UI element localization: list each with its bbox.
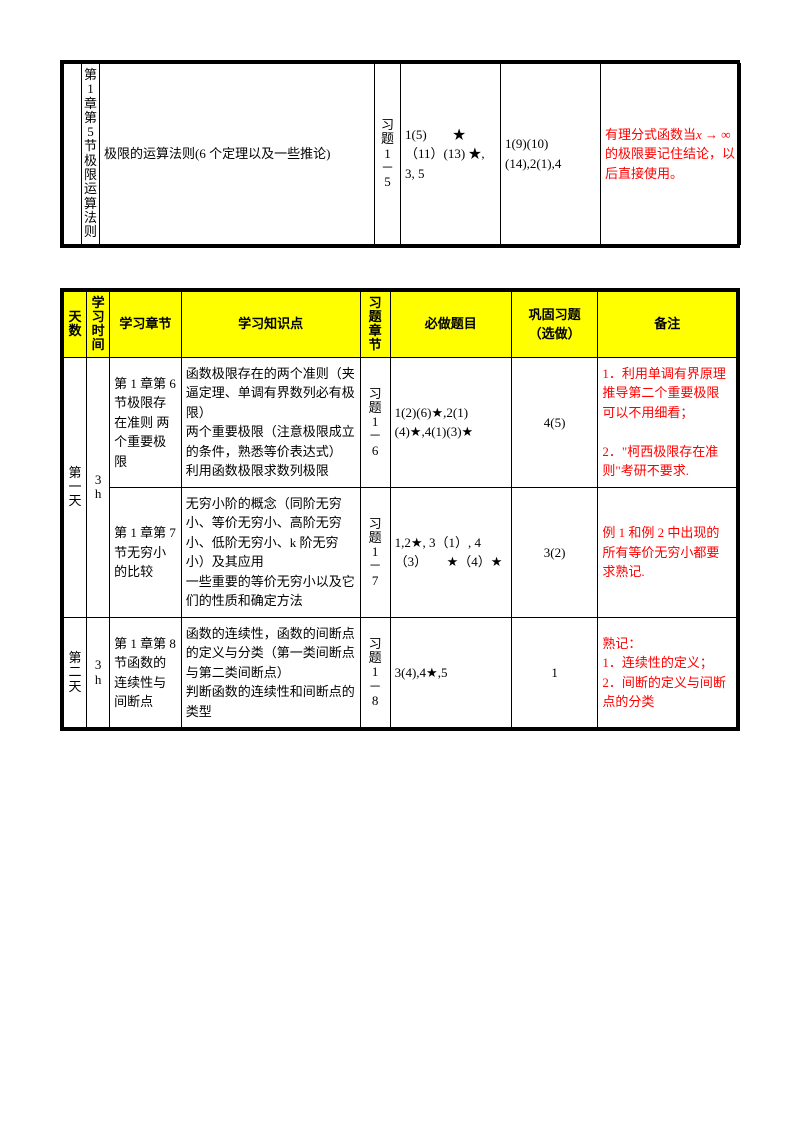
cell-time-2: 3h: [87, 617, 110, 728]
cell-knowledge: 函数极限存在的两个准则（夹逼定理、单调有界数列必有极限） 两个重要极限（注意极限…: [181, 357, 360, 487]
th-time: 学习时间: [87, 291, 110, 357]
th-opt: 巩固习题（选做）: [511, 291, 598, 357]
cell-ex-chap: 习 题 1 － 7: [360, 487, 390, 617]
cell-time-1: 3h: [87, 357, 110, 617]
table-row: 第 1 章第 7 节无穷小的比较 无穷小阶的概念（同阶无穷小、等价无穷小、高阶无…: [64, 487, 737, 617]
cell-must: 1(2)(6)★,2(1)(4)★,4(1)(3)★: [390, 357, 511, 487]
table-2-wrapper: 天数 学习时间 学习章节 学习知识点 习题章节 必做题目 巩固习题（选做） 备注…: [60, 288, 740, 732]
cell-day-2: 第 二 天: [64, 617, 87, 728]
cell-day-1: 第 一 天: [64, 357, 87, 617]
col-knowledge: 极限的运算法则(6 个定理以及一些推论): [100, 64, 375, 245]
th-chapter: 学习章节: [110, 291, 182, 357]
col-exercise-chapter: 习 题 1 － 5: [375, 64, 401, 245]
table-row: 第 二 天 3h 第 1 章第 8 节函数的连续性与间断点 函数的连续性，函数的…: [64, 617, 737, 728]
table-1: 第 1 章 第 5 节 极 限 运 算 法 则 极限的运算法则(6 个定理以及一…: [63, 63, 741, 245]
cell-knowledge: 无穷小阶的概念（同阶无穷小、等价无穷小、高阶无穷小、低阶无穷小、k 阶无穷小）及…: [181, 487, 360, 617]
header-row: 天数 学习时间 学习章节 学习知识点 习题章节 必做题目 巩固习题（选做） 备注: [64, 291, 737, 357]
col-note: 有理分式函数当x → ∞的极限要记住结论，以后直接使用。: [601, 64, 741, 245]
cell-must: 1,2★, 3（1）, 4（3） ★（4）★: [390, 487, 511, 617]
table-2: 天数 学习时间 学习章节 学习知识点 习题章节 必做题目 巩固习题（选做） 备注…: [63, 291, 737, 729]
cell-chapter: 第 1 章第 8 节函数的连续性与间断点: [110, 617, 182, 728]
cell-opt: 1: [511, 617, 598, 728]
th-days: 天数: [64, 291, 87, 357]
cell-note: 熟记： 1．连续性的定义； 2．间断的定义与间断点的分类: [598, 617, 737, 728]
cell-opt: 3(2): [511, 487, 598, 617]
th-ex-chap: 习题章节: [360, 291, 390, 357]
cell-knowledge: 函数的连续性，函数的间断点的定义与分类（第一类间断点与第二类间断点） 判断函数的…: [181, 617, 360, 728]
th-knowledge: 学习知识点: [181, 291, 360, 357]
cell-opt: 4(5): [511, 357, 598, 487]
cell-chapter: 第 1 章第 7 节无穷小的比较: [110, 487, 182, 617]
table-row: 第 一 天 3h 第 1 章第 6 节极限存在准则 两个重要极限 函数极限存在的…: [64, 357, 737, 487]
cell-chapter: 第 1 章第 6 节极限存在准则 两个重要极限: [110, 357, 182, 487]
table-1-wrapper: 第 1 章 第 5 节 极 限 运 算 法 则 极限的运算法则(6 个定理以及一…: [60, 60, 740, 248]
th-must: 必做题目: [390, 291, 511, 357]
cell-note: 例 1 和例 2 中出现的所有等价无穷小都要求熟记.: [598, 487, 737, 617]
table-row: 第 1 章 第 5 节 极 限 运 算 法 则 极限的运算法则(6 个定理以及一…: [64, 64, 741, 245]
col-must-do: 1(5) ★（11）(13) ★, 3, 5: [401, 64, 501, 245]
cell-note: 1．利用单调有界原理推导第二个重要极限可以不用细看； 2．"柯西极限存在准则"考…: [598, 357, 737, 487]
col-optional: 1(9)(10)(14),2(1),4: [501, 64, 601, 245]
cell-ex-chap: 习 题 1 － 6: [360, 357, 390, 487]
cell-ex-chap: 习 题 1 － 8: [360, 617, 390, 728]
th-note: 备注: [598, 291, 737, 357]
col-blank-1: [64, 64, 82, 245]
cell-must: 3(4),4★,5: [390, 617, 511, 728]
col-chapter-vertical: 第 1 章 第 5 节 极 限 运 算 法 则: [82, 64, 100, 245]
